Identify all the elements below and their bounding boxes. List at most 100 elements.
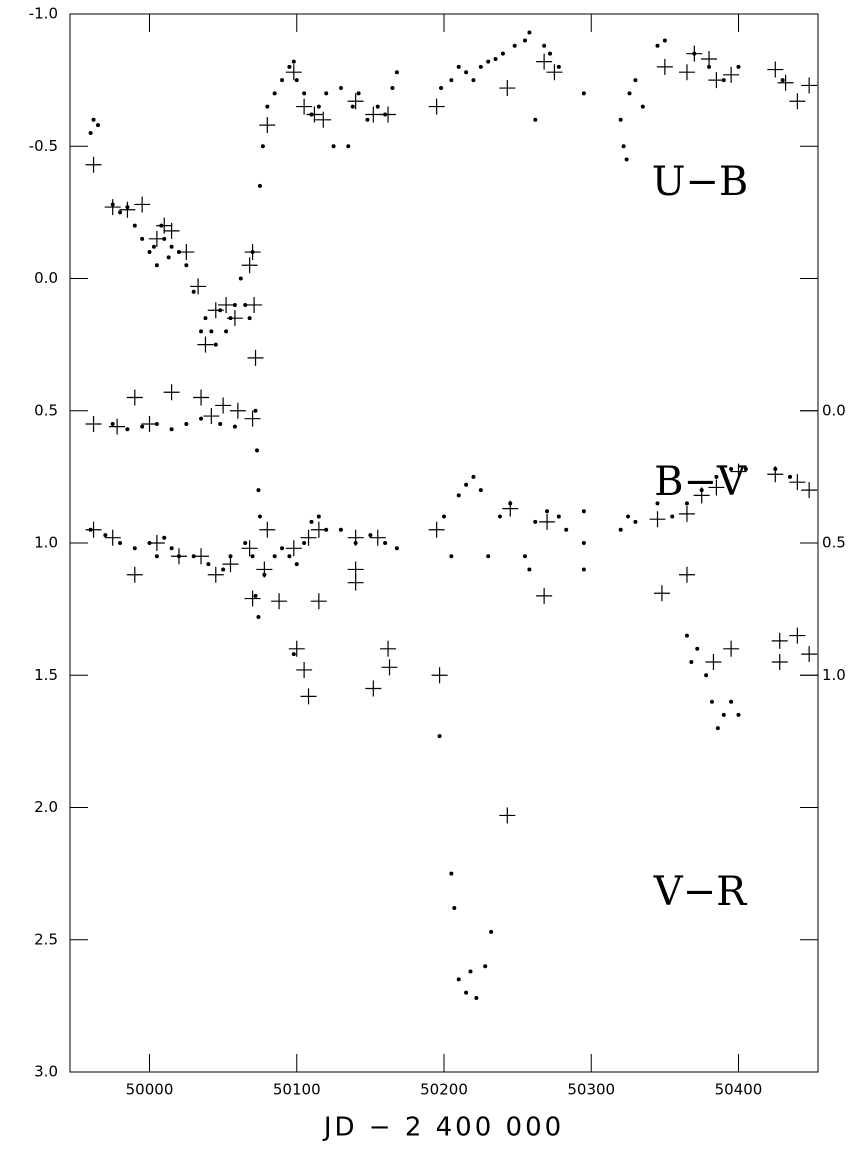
dot — [272, 91, 277, 96]
cross — [163, 384, 180, 401]
y-tick-label: -0.5 — [29, 137, 58, 155]
y2-tick-label: 0.5 — [822, 534, 846, 552]
dot — [247, 316, 252, 321]
series-label: V−R — [653, 869, 748, 915]
dot — [88, 131, 93, 136]
dot — [184, 263, 189, 268]
cross — [288, 640, 305, 657]
dot — [618, 117, 623, 122]
cross — [701, 50, 718, 67]
x-tick-label: 50200 — [420, 1081, 468, 1099]
dot — [280, 78, 285, 83]
dot — [253, 593, 258, 598]
dot — [626, 514, 631, 519]
dot — [449, 78, 454, 83]
cross — [85, 156, 102, 173]
dot — [542, 43, 547, 48]
dot — [383, 541, 388, 545]
x-tick-label: 50400 — [715, 1081, 763, 1099]
cross — [310, 521, 327, 538]
dot — [243, 541, 248, 545]
dot — [633, 519, 638, 524]
cross — [789, 627, 806, 644]
dot — [375, 104, 380, 109]
y2-tick-label: 0.0 — [822, 401, 846, 419]
dot — [221, 567, 226, 572]
series-label: U−B — [652, 159, 749, 205]
cross — [723, 640, 740, 657]
cross — [708, 479, 725, 496]
cross — [226, 310, 243, 327]
dot — [581, 509, 586, 514]
cross — [241, 257, 258, 274]
dot — [350, 104, 355, 109]
dot — [500, 51, 505, 56]
cross — [285, 64, 302, 81]
dot — [169, 244, 174, 249]
dot — [280, 546, 285, 551]
dot — [512, 43, 517, 48]
cross — [193, 389, 210, 406]
cross — [678, 64, 695, 81]
dot — [184, 421, 189, 426]
dot — [338, 86, 343, 91]
cross — [789, 93, 806, 110]
dot — [291, 59, 296, 64]
dot — [522, 38, 527, 43]
dot — [324, 91, 329, 96]
cross — [693, 487, 710, 504]
dot — [238, 276, 243, 281]
dot — [736, 712, 741, 717]
cross — [193, 548, 210, 565]
cross — [207, 302, 224, 319]
cross — [244, 410, 261, 427]
dot — [154, 263, 159, 268]
cross — [536, 587, 553, 604]
cross — [119, 201, 136, 218]
dot — [272, 554, 277, 559]
dot — [684, 501, 689, 506]
dot — [169, 427, 174, 432]
dot — [456, 64, 461, 69]
cross — [499, 807, 516, 824]
dot — [309, 519, 314, 524]
cross — [207, 566, 224, 583]
cross — [222, 556, 239, 573]
cross — [85, 521, 102, 538]
dot — [474, 995, 479, 1000]
dot — [132, 223, 137, 228]
cross — [203, 408, 220, 425]
y-tick-label: -1.0 — [29, 5, 58, 23]
dot — [218, 421, 223, 426]
cross — [705, 654, 722, 671]
dot — [162, 535, 167, 540]
cross — [218, 296, 235, 313]
cross — [170, 548, 187, 565]
dot — [260, 144, 265, 149]
dot — [110, 421, 115, 426]
y-tick-label: 0.5 — [34, 401, 58, 419]
dot — [294, 78, 299, 83]
dot — [232, 302, 237, 307]
x-tick-label: 50100 — [273, 1081, 321, 1099]
cross — [104, 529, 121, 546]
dot — [213, 342, 218, 347]
dot — [483, 964, 488, 969]
cross — [126, 389, 143, 406]
dot — [294, 562, 299, 567]
cross — [126, 566, 143, 583]
dot — [302, 541, 307, 545]
cross — [285, 540, 302, 557]
cross — [197, 336, 214, 353]
dot — [287, 554, 292, 559]
dot — [714, 474, 719, 479]
y-tick-label: 3.0 — [34, 1063, 58, 1081]
dot — [780, 78, 785, 83]
dot — [618, 527, 623, 532]
dot — [456, 977, 461, 982]
cross — [653, 585, 670, 602]
cross — [300, 688, 317, 705]
dot — [464, 70, 469, 75]
dot — [265, 104, 270, 109]
cross — [163, 222, 180, 239]
